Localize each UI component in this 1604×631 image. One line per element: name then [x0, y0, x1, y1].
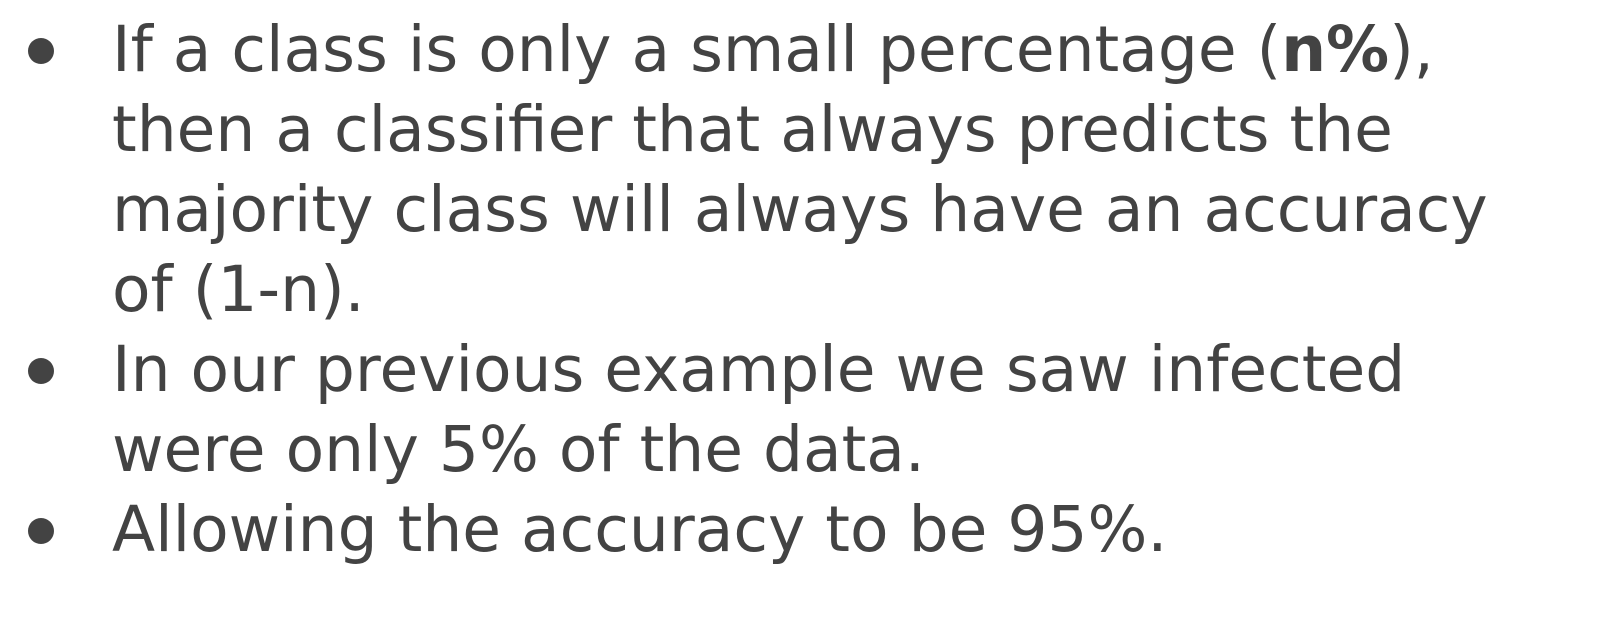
- bullet-dot-icon: [28, 358, 54, 384]
- bullet-dot-icon: [28, 518, 54, 544]
- bullet-2-line-2: were only 5% of the data.: [112, 413, 925, 486]
- bullet-1-line-1-text-a: If a class is only a small percentage (: [112, 13, 1282, 86]
- bullet-1-line-1-bold-text: n%: [1281, 13, 1390, 86]
- bullet-item-2: In our previous example we saw infected …: [28, 330, 1598, 490]
- bullet-1-line-1-text-b: ),: [1389, 13, 1434, 86]
- bullet-dot-icon: [28, 38, 54, 64]
- bullet-2-line-1: In our previous example we saw infected: [112, 333, 1406, 406]
- bullet-item-1: If a class is only a small percentage (n…: [28, 10, 1598, 330]
- bullet-list: If a class is only a small percentage (n…: [28, 10, 1598, 570]
- bullet-1-line-4: of (1-n).: [112, 253, 365, 326]
- bullet-1-line-2: then a classifier that always predicts t…: [112, 93, 1393, 166]
- bullet-1-line-3: majority class will always have an accur…: [112, 173, 1488, 246]
- bullet-3-line-1: Allowing the accuracy to be 95%.: [112, 493, 1168, 566]
- bullet-1-line-1: If a class is only a small percentage (n…: [112, 10, 1598, 90]
- bullet-item-3: Allowing the accuracy to be 95%.: [28, 490, 1598, 570]
